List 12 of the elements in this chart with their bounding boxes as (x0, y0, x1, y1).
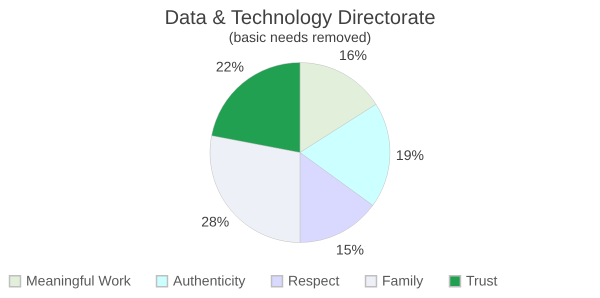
data-label: 22% (216, 58, 244, 75)
legend-label: Family (382, 272, 424, 288)
legend-label: Authenticity (173, 272, 246, 288)
data-label: 16% (338, 47, 368, 64)
legend-label: Trust (466, 272, 498, 288)
chart-subtitle: (basic needs removed) (228, 29, 372, 45)
data-label: 28% (201, 214, 230, 230)
data-label: 15% (336, 242, 364, 258)
legend-label: Respect (288, 272, 340, 288)
chart-title: Data & Technology Directorate (164, 7, 436, 29)
data-label: 19% (396, 146, 424, 163)
legend-label: Meaningful Work (26, 272, 132, 288)
